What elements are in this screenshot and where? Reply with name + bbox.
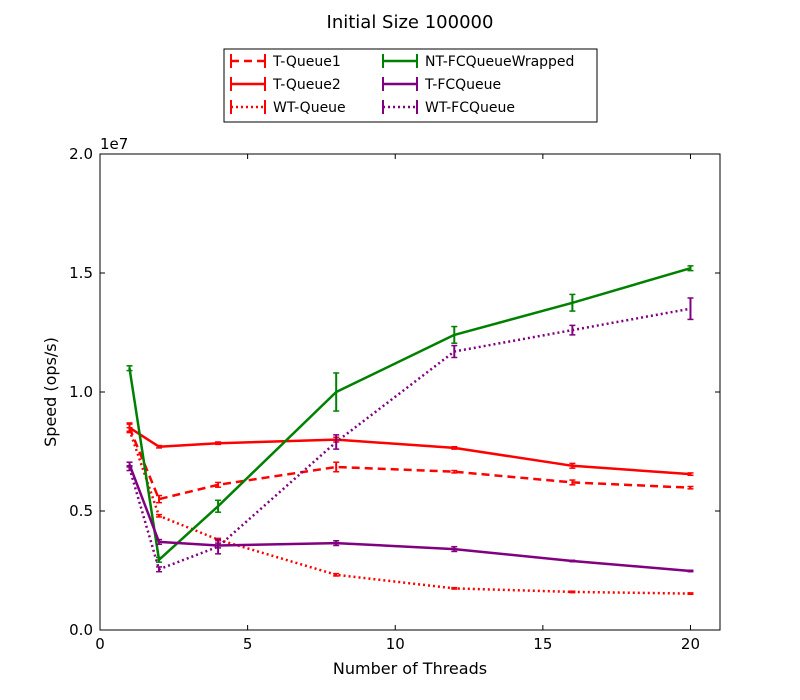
error-bar	[687, 265, 694, 272]
error-bar	[156, 556, 163, 563]
error-bar	[451, 445, 458, 450]
series-nt-fcqueuewrapped	[126, 265, 694, 563]
error-bar	[215, 481, 222, 488]
plot-area: 0 5 10 15 20 0.0 0.5 1.0 1.5 2.0	[69, 145, 721, 653]
legend-entry: T-FCQueue	[382, 77, 501, 93]
legend-entry: WT-FCQueue	[382, 100, 515, 116]
x-axis-label: Number of Threads	[333, 659, 487, 678]
error-bar	[569, 479, 576, 486]
error-bar	[126, 426, 133, 434]
series-wt-queue	[126, 426, 694, 596]
error-bar	[126, 365, 133, 372]
error-bar	[333, 434, 340, 450]
error-bar	[333, 572, 340, 577]
error-bar	[569, 559, 576, 563]
error-bar	[451, 469, 458, 474]
error-bar	[156, 444, 163, 449]
y-tick-label: 0.5	[69, 502, 93, 520]
y-tick-label: 1.5	[69, 264, 93, 282]
error-bar	[687, 592, 694, 596]
legend-entry: NT-FCQueueWrapped	[382, 54, 574, 70]
legend-label: T-FCQueue	[424, 77, 501, 93]
legend-label: T-Queue2	[272, 77, 341, 93]
error-bar	[156, 566, 163, 573]
legend-label: NT-FCQueueWrapped	[425, 54, 574, 70]
legend: T-Queue1 T-Queue2 WT-Queue NT-FCQueueWrappe…	[223, 48, 598, 123]
error-bar	[333, 461, 340, 473]
error-bar	[215, 499, 222, 513]
x-tick-label: 20	[681, 635, 700, 653]
error-bar	[215, 441, 222, 446]
error-bar	[215, 538, 222, 555]
legend-label: WT-FCQueue	[425, 100, 515, 116]
error-bar	[569, 293, 576, 312]
error-bar	[156, 513, 163, 518]
error-bar	[156, 538, 163, 546]
legend-entry: T-Queue2	[230, 77, 341, 93]
error-bar	[451, 325, 458, 344]
error-bar	[687, 569, 694, 573]
ticks-layer: 0 5 10 15 20 0.0 0.5 1.0 1.5 2.0	[69, 145, 720, 653]
x-tick-label: 10	[386, 635, 405, 653]
error-bar	[687, 472, 694, 477]
y-multiplier-label: 1e7	[100, 135, 128, 153]
series-wt-fcqueue	[126, 297, 694, 573]
error-bar	[126, 465, 133, 472]
legend-entry: T-Queue1	[230, 54, 341, 70]
y-axis-label: Speed (ops/s)	[41, 337, 60, 447]
error-bar	[687, 297, 694, 321]
error-bar	[451, 545, 458, 553]
error-bar	[569, 462, 576, 469]
legend-label: T-Queue1	[272, 54, 341, 70]
series-layer	[126, 265, 694, 596]
error-bar	[451, 344, 458, 359]
error-bar	[569, 324, 576, 336]
x-tick-label: 0	[95, 635, 105, 653]
error-bar	[687, 485, 694, 490]
error-bar	[569, 590, 576, 594]
y-tick-label: 2.0	[69, 145, 93, 163]
legend-entry: WT-Queue	[230, 100, 346, 116]
x-tick-label: 15	[533, 635, 552, 653]
y-tick-label: 1.0	[69, 383, 93, 401]
error-bar	[451, 586, 458, 590]
legend-label: WT-Queue	[273, 100, 346, 116]
x-tick-label: 5	[243, 635, 253, 653]
error-bar	[333, 540, 340, 547]
error-bar	[156, 494, 163, 504]
chart-title: Initial Size 100000	[327, 12, 494, 33]
error-bar	[333, 372, 340, 412]
y-tick-label: 0.0	[69, 621, 93, 639]
